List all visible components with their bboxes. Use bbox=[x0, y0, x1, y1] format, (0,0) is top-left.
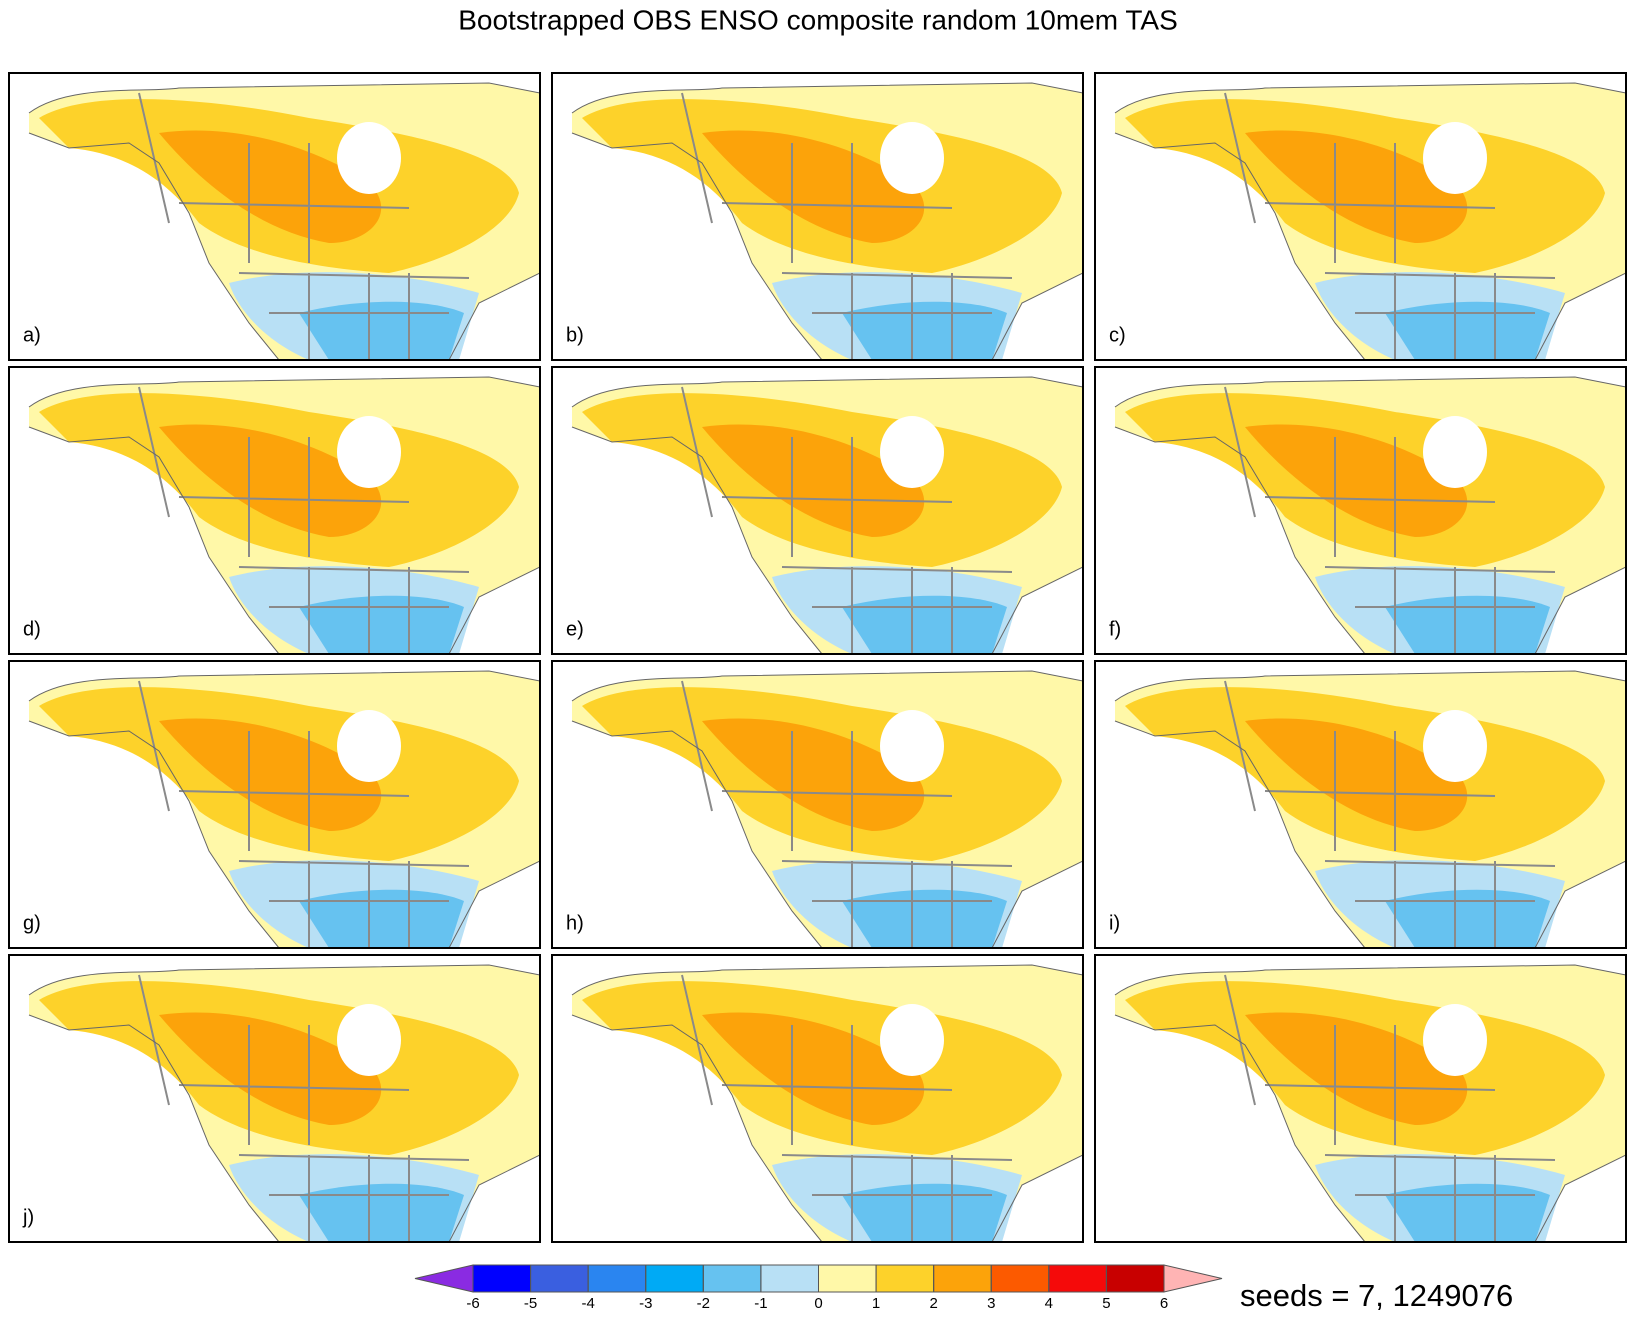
map bbox=[28, 82, 540, 360]
map bbox=[571, 82, 1083, 360]
colorbar-tick-label: 6 bbox=[1160, 1295, 1168, 1312]
colorbar-box bbox=[818, 1264, 877, 1293]
map bbox=[1114, 964, 1626, 1242]
map-panel: c) bbox=[1094, 72, 1627, 361]
map-panel: j) bbox=[8, 954, 541, 1243]
colorbar-tick-label: -5 bbox=[524, 1295, 537, 1312]
panel-label: b) bbox=[566, 324, 584, 346]
panel-frame bbox=[8, 72, 541, 361]
panel-frame bbox=[8, 660, 541, 949]
panel-frame bbox=[1094, 366, 1627, 655]
colorbar-box bbox=[1105, 1264, 1165, 1293]
map-panel: e) bbox=[551, 366, 1084, 655]
map bbox=[1114, 82, 1626, 360]
colorbar-tick-label: -6 bbox=[466, 1295, 479, 1312]
colorbar-box bbox=[875, 1264, 935, 1293]
colorbar-box bbox=[1048, 1264, 1107, 1293]
panel-label: j) bbox=[22, 1206, 34, 1228]
colorbar-tick-label: 5 bbox=[1102, 1295, 1110, 1312]
panel-frame bbox=[1094, 660, 1627, 949]
map bbox=[28, 964, 540, 1242]
panel-label: e) bbox=[566, 618, 584, 640]
panel-label: g) bbox=[23, 912, 41, 934]
colorbar-box bbox=[702, 1264, 762, 1293]
seeds-text: seeds = 7, 1249076 bbox=[1240, 1278, 1513, 1313]
colorbar-tick-label: 2 bbox=[929, 1295, 937, 1312]
colorbar-tick-label: 1 bbox=[872, 1295, 880, 1312]
colorbar-tick-label: 3 bbox=[987, 1295, 995, 1312]
colorbar-box bbox=[645, 1264, 704, 1293]
colorbar-box bbox=[760, 1264, 820, 1293]
figure-title: Bootstrapped OBS ENSO composite random 1… bbox=[458, 4, 1178, 35]
colorbar-box bbox=[530, 1264, 589, 1293]
map-panel: h) bbox=[551, 660, 1084, 949]
colorbar-tick-label: -4 bbox=[581, 1295, 594, 1312]
panel-label: a) bbox=[23, 324, 41, 346]
colorbar-tick-label: -3 bbox=[639, 1295, 652, 1312]
map-panel: d) bbox=[8, 366, 541, 655]
panel-frame bbox=[1094, 72, 1627, 361]
panel-frame bbox=[8, 954, 541, 1243]
colorbar-box bbox=[990, 1264, 1050, 1293]
map bbox=[571, 964, 1083, 1242]
panel-frame bbox=[551, 366, 1084, 655]
panel-label: f) bbox=[1109, 618, 1121, 640]
colorbar-under bbox=[414, 1264, 474, 1293]
map-panel: f) bbox=[1094, 366, 1627, 655]
colorbar-tick-label: 4 bbox=[1045, 1295, 1053, 1312]
colorbar-box bbox=[933, 1264, 992, 1293]
map bbox=[28, 670, 540, 948]
colorbar-tick-label: -2 bbox=[697, 1295, 710, 1312]
colorbar-over bbox=[1163, 1264, 1223, 1293]
panel-frame bbox=[551, 72, 1084, 361]
colorbar-box bbox=[587, 1264, 647, 1293]
map bbox=[571, 376, 1083, 654]
panel-label: h) bbox=[566, 912, 584, 934]
panel-frame bbox=[1094, 954, 1627, 1243]
colorbar-box bbox=[472, 1264, 532, 1293]
colorbar-tick-label: 0 bbox=[814, 1295, 822, 1312]
panel-frame bbox=[551, 954, 1084, 1243]
panel-frame bbox=[8, 366, 541, 655]
panel-label: c) bbox=[1109, 324, 1126, 346]
colorbar-tick-label: -1 bbox=[754, 1295, 767, 1312]
map-panel: g) bbox=[8, 660, 541, 949]
map bbox=[1114, 376, 1626, 654]
panel-label: d) bbox=[23, 618, 41, 640]
map-panel bbox=[551, 954, 1084, 1243]
map bbox=[28, 376, 540, 654]
map-panel: b) bbox=[551, 72, 1084, 361]
panel-label: i) bbox=[1109, 912, 1120, 934]
map-panel: a) bbox=[8, 72, 541, 361]
map-panel: i) bbox=[1094, 660, 1627, 949]
map bbox=[571, 670, 1083, 948]
panel-frame bbox=[551, 660, 1084, 949]
map-panel bbox=[1094, 954, 1627, 1243]
map bbox=[1114, 670, 1626, 948]
